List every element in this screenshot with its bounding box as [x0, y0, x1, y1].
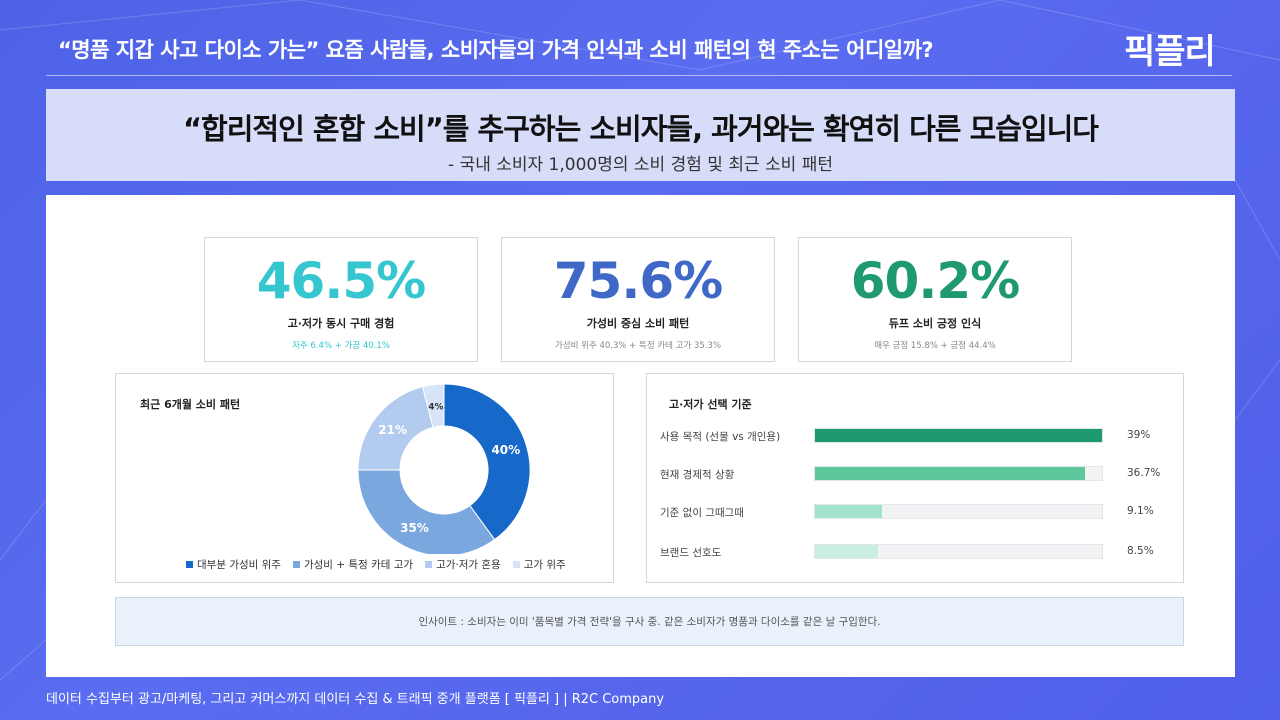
- bar-fill: [815, 545, 878, 558]
- bar-row: 기준 없이 그때그때 9.1%: [647, 502, 1183, 522]
- page-title: “명품 지갑 사고 다이소 가는” 요즘 사람들, 소비자들의 가격 인식과 소…: [58, 38, 934, 62]
- bar-category-label: 기준 없이 그때그때: [660, 507, 744, 519]
- headline-title: “합리적인 혼합 소비”를 추구하는 소비자들, 과거와는 확연히 다른 모습입…: [183, 112, 1099, 146]
- bar-value-label: 8.5%: [1127, 545, 1154, 557]
- donut-data-label: 40%: [491, 443, 520, 457]
- bar-value-label: 36.7%: [1127, 467, 1161, 479]
- donut-data-label: 35%: [400, 521, 429, 535]
- footer-text: 데이터 수집부터 광고/마케팅, 그리고 커머스까지 데이터 수집 & 트래픽 …: [46, 692, 665, 707]
- bar-value-label: 39%: [1127, 429, 1151, 441]
- bar-track: [814, 544, 1103, 559]
- bar-track: [814, 504, 1103, 519]
- kpi-label: 가성비 중심 소비 패턴: [586, 317, 690, 330]
- legend-swatch: [425, 561, 433, 568]
- kpi-card-value-pattern: 75.6% 가성비 중심 소비 패턴 가성비 위주 40.3% + 특정 카테 …: [501, 237, 775, 362]
- bar-fill: [815, 467, 1086, 480]
- kpi-card-mixed-purchase: 46.5% 고·저가 동시 구매 경험 자주 6.4% + 가끔 40.1%: [204, 237, 478, 362]
- bar-track: [814, 466, 1103, 481]
- bar-value-label: 9.1%: [1127, 505, 1154, 517]
- bar-row: 현재 경제적 상황 36.7%: [647, 464, 1183, 484]
- bar-chart-card: 고·저가 선택 기준 사용 목적 (선물 vs 개인용) 39% 현재 경제적 상황…: [646, 373, 1184, 583]
- bar-category-label: 브랜드 선호도: [660, 547, 722, 559]
- legend-swatch: [292, 561, 300, 568]
- kpi-value: 75.6%: [553, 252, 723, 310]
- bar-row: 브랜드 선호도 8.5%: [647, 542, 1183, 562]
- donut-chart-card: 최근 6개월 소비 패턴 40% 35% 21% 4% 대부분 가성비 위주 가성비 +…: [115, 373, 614, 583]
- kpi-card-dupe-perception: 60.2% 듀프 소비 긍정 인식 매우 긍정 15.8% + 긍정 44.4%: [798, 237, 1072, 362]
- bar-chart-title: 고·저가 선택 기준: [669, 398, 752, 411]
- donut-chart-title: 최근 6개월 소비 패턴: [140, 398, 241, 411]
- kpi-value: 46.5%: [256, 252, 426, 310]
- kpi-label: 고·저가 동시 구매 경험: [287, 317, 395, 330]
- donut-slice-premium: [422, 383, 445, 428]
- bar-track: [814, 428, 1103, 443]
- legend-swatch: [512, 561, 520, 568]
- insight-box: 인사이트 : 소비자는 이미 '품목별 가격 전략'을 구사 중. 같은 소비자…: [115, 597, 1184, 646]
- kpi-sub: 자주 6.4% + 가끔 40.1%: [292, 341, 390, 351]
- donut-chart: 40% 35% 21% 4%: [357, 383, 531, 554]
- headline-banner: “합리적인 혼합 소비”를 추구하는 소비자들, 과거와는 확연히 다른 모습입…: [46, 89, 1235, 181]
- donut-legend: 대부분 가성비 위주 가성비 + 특정 카테 고가 고가·저가 혼용 고가 위주: [186, 557, 566, 572]
- donut-data-label: 4%: [428, 403, 443, 413]
- bar-category-label: 사용 목적 (선물 vs 개인용): [660, 431, 781, 443]
- brand-logo: 픽플리: [1124, 32, 1216, 72]
- main-panel: 46.5% 고·저가 동시 구매 경험 자주 6.4% + 가끔 40.1% 7…: [46, 195, 1235, 677]
- donut-data-label: 21%: [378, 423, 407, 437]
- legend-item: 고가 위주: [512, 557, 566, 572]
- kpi-value: 60.2%: [850, 252, 1020, 310]
- kpi-label: 듀프 소비 긍정 인식: [888, 317, 982, 330]
- headline-subtitle: - 국내 소비자 1,000명의 소비 경험 및 최근 소비 패턴: [448, 155, 833, 175]
- legend-swatch: [186, 561, 193, 568]
- legend-label: 대부분 가성비 위주: [197, 559, 281, 571]
- legend-item: 가성비 + 특정 카테 고가: [292, 557, 414, 572]
- legend-label: 고가·저가 혼용: [436, 559, 501, 571]
- legend-label: 고가 위주: [523, 559, 566, 571]
- bar-fill: [815, 505, 882, 518]
- donut-slice-mostly-value: [443, 383, 531, 541]
- bar-fill: [815, 429, 1102, 442]
- legend-item: 대부분 가성비 위주: [186, 557, 281, 572]
- legend-label: 가성비 + 특정 카테 고가: [303, 559, 414, 571]
- title-divider: [46, 75, 1232, 76]
- bar-category-label: 현재 경제적 상황: [660, 469, 735, 481]
- donut-slice-value-plus-premium: [357, 469, 496, 554]
- bar-row: 사용 목적 (선물 vs 개인용) 39%: [647, 426, 1183, 446]
- kpi-sub: 가성비 위주 40.3% + 특정 카테 고가 35.3%: [554, 341, 722, 351]
- legend-item: 고가·저가 혼용: [425, 557, 501, 572]
- kpi-sub: 매우 긍정 15.8% + 긍정 44.4%: [874, 341, 996, 351]
